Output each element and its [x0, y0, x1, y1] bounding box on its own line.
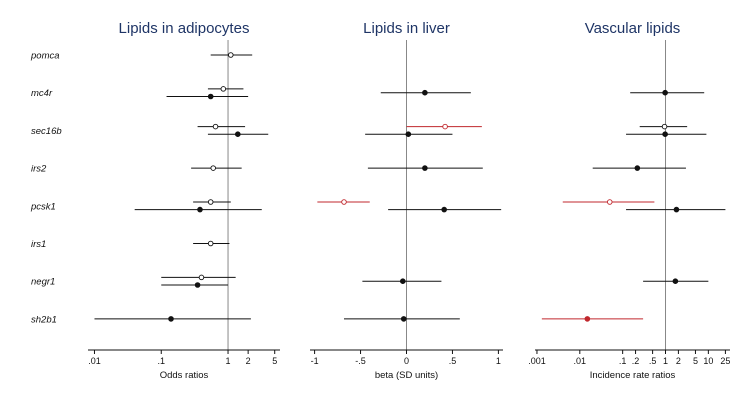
x-axis-label: beta (SD units)	[375, 370, 438, 381]
estimate-point-sec16b	[442, 123, 448, 130]
estimate-point-irs1	[207, 240, 214, 247]
x-axis-label: Incidence rate ratios	[590, 370, 676, 381]
x-tick-label: 10	[703, 356, 713, 366]
estimate-point-irs2	[210, 165, 216, 171]
panel-title: Lipids in liver	[363, 20, 450, 37]
x-tick-label: 2	[676, 356, 681, 366]
gene-label: irs2	[31, 164, 47, 175]
x-tick-label: .2	[632, 356, 640, 366]
estimate-point-pcsk1	[673, 206, 680, 213]
x-tick-label: .01	[574, 356, 587, 366]
estimate-point-pomca	[228, 52, 234, 58]
estimate-point-mc4r	[422, 89, 428, 96]
estimate-point-irs2	[634, 165, 641, 171]
x-tick-label: 25	[720, 356, 730, 366]
estimate-point-sec16b	[662, 131, 668, 137]
estimate-point-negr1	[194, 282, 201, 288]
estimate-point-sh2b1	[168, 316, 174, 322]
x-tick-label: .01	[88, 356, 101, 366]
estimate-point-irs2	[422, 165, 428, 171]
estimate-point-pcsk1	[341, 199, 347, 205]
x-tick-label: .5	[449, 356, 457, 366]
estimate-point-sh2b1	[400, 316, 407, 322]
x-tick-label: .1	[157, 356, 165, 366]
estimate-point-sec16b	[405, 131, 412, 137]
estimate-point-negr1	[198, 274, 205, 281]
gene-label: sec16b	[31, 126, 62, 137]
estimate-point-negr1	[400, 278, 406, 285]
estimate-point-pcsk1	[197, 206, 203, 213]
x-tick-label: -1	[311, 356, 319, 366]
gene-label: pcsk1	[30, 201, 56, 212]
estimate-point-pcsk1	[441, 206, 447, 213]
estimate-point-sec16b	[212, 123, 219, 130]
x-tick-label: .001	[528, 356, 546, 366]
estimate-point-sh2b1	[584, 316, 591, 322]
x-tick-label: .5	[649, 356, 657, 366]
x-tick-label: -.5	[355, 356, 366, 366]
x-tick-label: 2	[246, 356, 251, 366]
estimate-point-mc4r	[220, 86, 227, 92]
estimate-point-sec16b	[234, 131, 241, 137]
x-tick-label: 0	[404, 356, 409, 366]
estimate-point-pcsk1	[607, 199, 613, 205]
x-tick-label: .1	[619, 356, 627, 366]
x-tick-label: 1	[496, 356, 501, 366]
x-axis-label: Odds ratios	[160, 370, 209, 381]
gene-label: mc4r	[31, 88, 53, 99]
estimate-point-negr1	[672, 278, 679, 285]
panel-title: Vascular lipids	[585, 20, 681, 37]
gene-label: irs1	[31, 239, 46, 250]
estimate-point-pcsk1	[207, 199, 214, 205]
estimate-point-sec16b	[661, 123, 668, 130]
estimate-point-mc4r	[207, 93, 214, 100]
estimate-point-mc4r	[662, 89, 668, 96]
gene-label: sh2b1	[31, 314, 57, 325]
x-tick-label: 5	[693, 356, 698, 366]
x-tick-label: 5	[272, 356, 277, 366]
x-tick-label: 1	[663, 356, 668, 366]
panel-title: Lipids in adipocytes	[119, 20, 250, 37]
gene-label: pomca	[30, 51, 60, 62]
gene-label: negr1	[31, 277, 55, 288]
x-tick-label: 1	[226, 356, 231, 366]
